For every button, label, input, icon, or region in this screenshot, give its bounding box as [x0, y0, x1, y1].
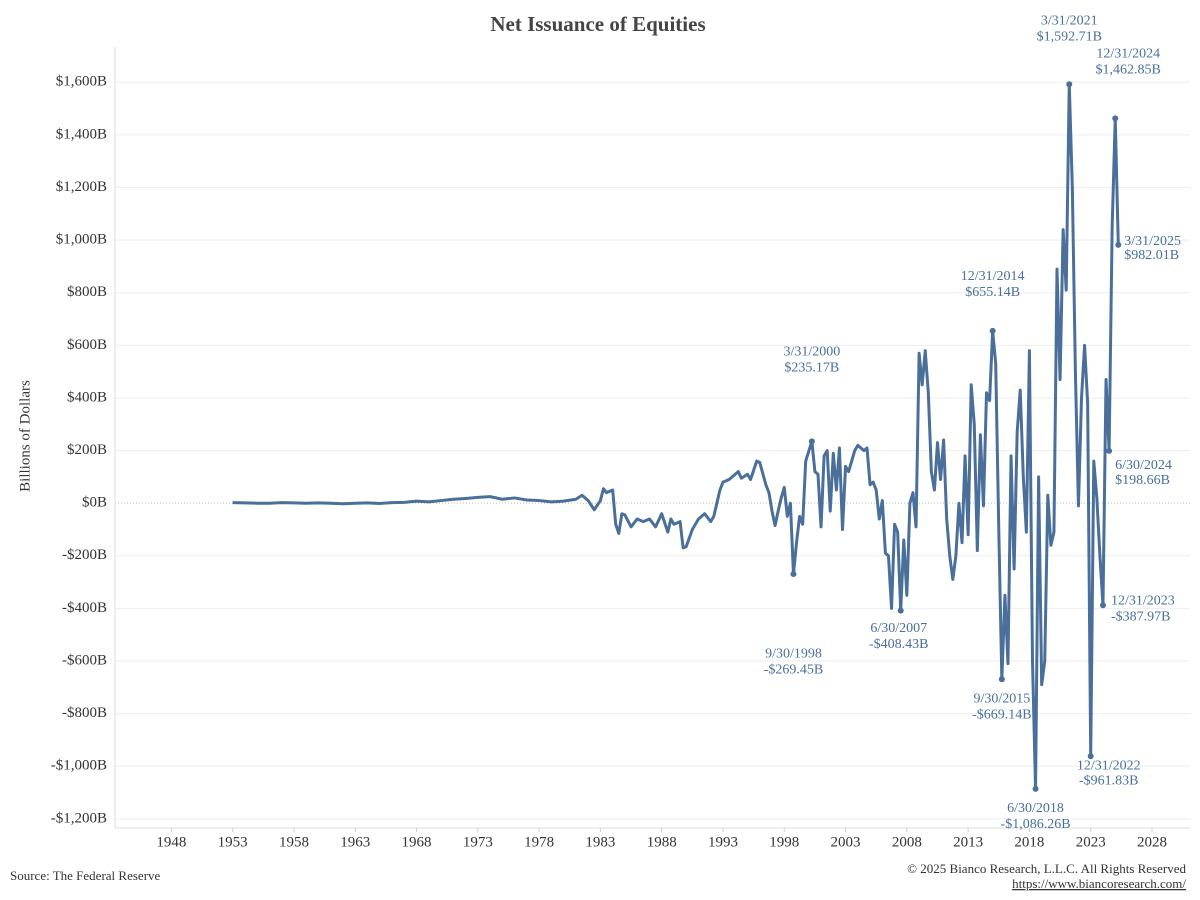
y-tick-label: -$1,200B	[51, 810, 107, 826]
annotation-date: 3/31/2025	[1124, 234, 1181, 249]
annotation-dot	[808, 438, 815, 445]
annotation-dot	[1087, 753, 1094, 760]
annotation-value: -$387.97B	[1111, 609, 1171, 624]
annotation-date: 12/31/2023	[1111, 593, 1175, 608]
y-tick-label: $1,600B	[56, 74, 107, 90]
annotation-value: $982.01B	[1124, 248, 1179, 263]
annotation-value: $1,462.85B	[1096, 63, 1161, 78]
annotation-value: $1,592.71B	[1037, 29, 1102, 44]
y-tick-label: $0B	[82, 495, 107, 511]
y-tick-label: -$800B	[62, 705, 107, 721]
y-tick-label: $600B	[67, 337, 107, 353]
y-tick-label: $200B	[67, 442, 107, 458]
annotation-value: $198.66B	[1115, 473, 1170, 488]
url-link[interactable]: https://www.biancoresearch.com/	[1012, 876, 1186, 891]
source: Source: The Federal Reserve	[10, 868, 161, 883]
annotation-value: $655.14B	[965, 285, 1020, 300]
x-tick-label: 1968	[402, 834, 432, 850]
x-tick-label: 2013	[953, 834, 983, 850]
y-tick-label: $1,400B	[56, 126, 107, 142]
annotation-dot	[998, 676, 1005, 683]
y-tick-label: $800B	[67, 284, 107, 300]
annotation-dot	[790, 571, 797, 578]
line-series	[232, 82, 1120, 791]
annotation-value: -$669.14B	[972, 707, 1032, 722]
y-tick-label: $1,000B	[56, 232, 107, 248]
annotation-date: 6/30/2018	[1007, 801, 1064, 816]
annotation-date: 3/31/2000	[783, 345, 840, 360]
annotation-dot	[1099, 602, 1106, 609]
y-tick-label: -$1,000B	[51, 758, 107, 774]
x-tick-label: 1978	[524, 834, 554, 850]
annotation-date: 9/30/2015	[973, 691, 1030, 706]
annotation-dot	[1066, 81, 1073, 88]
annotation-date: 12/31/2024	[1096, 47, 1160, 62]
annotation-value: -$961.83B	[1079, 773, 1139, 788]
x-tick-label: 1948	[156, 834, 186, 850]
x-tick-label: 2023	[1076, 834, 1106, 850]
x-tick-label: 1963	[340, 834, 370, 850]
x-tick-label: 2028	[1137, 834, 1167, 850]
copyright: © 2025 Bianco Research, L.L.C. All Right…	[907, 861, 1186, 876]
x-tick-label: 1973	[463, 834, 493, 850]
annotation-date: 9/30/1998	[765, 646, 822, 661]
annotation-date: 12/31/2014	[961, 269, 1025, 284]
annotation-value: -$269.45B	[764, 662, 824, 677]
annotation-value: -$408.43B	[869, 637, 929, 652]
annotation-date: 6/30/2007	[870, 621, 927, 636]
x-tick-label: 1953	[218, 834, 248, 850]
chart-title: Net Issuance of Equities	[490, 12, 705, 36]
annotation-dot	[1106, 447, 1113, 454]
annotation-dot	[897, 607, 904, 614]
annotation-value: -$1,086.26B	[1001, 817, 1071, 832]
y-tick-label: -$200B	[62, 547, 107, 563]
annotation-value: $235.17B	[784, 361, 839, 376]
y-tick-label: -$600B	[62, 652, 107, 668]
y-tick-label: -$400B	[62, 600, 107, 616]
annotation-dot	[1112, 115, 1119, 122]
annotation-date: 6/30/2024	[1115, 458, 1172, 473]
x-tick-label: 2018	[1014, 834, 1044, 850]
url[interactable]: https://www.biancoresearch.com/	[1012, 876, 1186, 891]
x-tick-label: 2003	[831, 834, 861, 850]
y-axis-label: Billions of Dollars	[17, 380, 33, 492]
annotation-dot	[1115, 241, 1122, 248]
x-tick-label: 1993	[708, 834, 738, 850]
x-tick-label: 1983	[585, 834, 615, 850]
annotation-dot	[1032, 785, 1039, 792]
y-tick-label: $400B	[67, 389, 107, 405]
annotation-date: 12/31/2022	[1077, 758, 1141, 773]
annotation-dot	[989, 327, 996, 334]
y-tick-label: $1,200B	[56, 179, 107, 195]
x-tick-label: 2008	[892, 834, 922, 850]
x-tick-label: 1988	[647, 834, 677, 850]
annotation-date: 3/31/2021	[1041, 13, 1098, 28]
x-tick-label: 1998	[769, 834, 799, 850]
x-tick-label: 1958	[279, 834, 309, 850]
